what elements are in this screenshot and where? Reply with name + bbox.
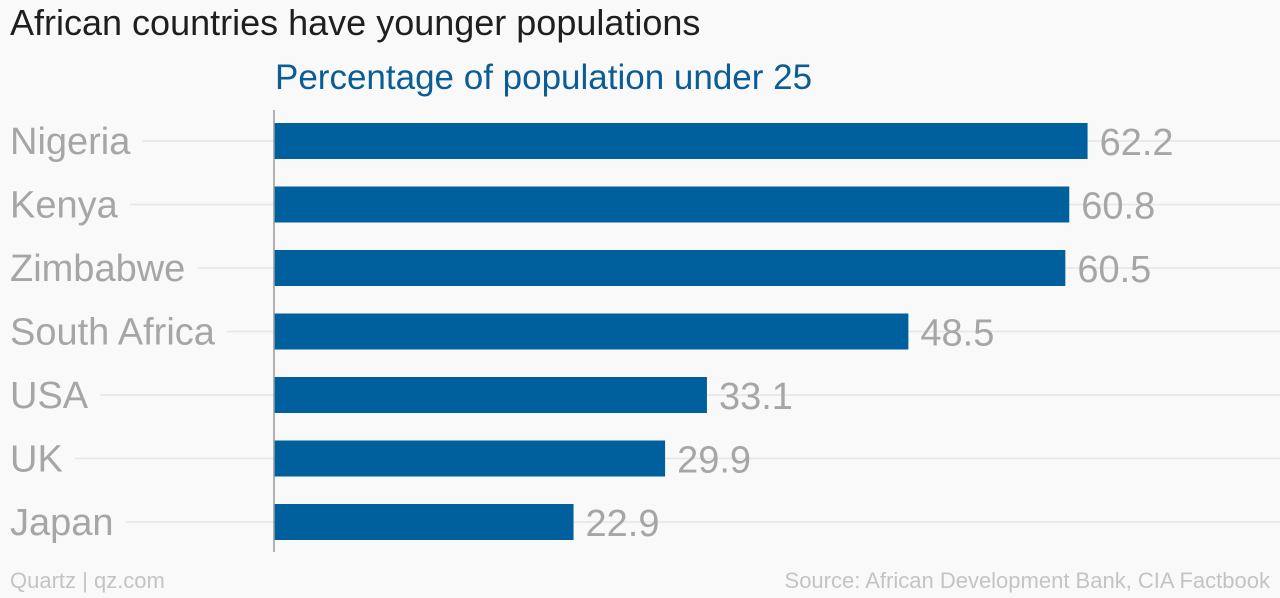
category-label: USA <box>10 375 89 417</box>
bar <box>274 123 1088 159</box>
chart-subtitle: Percentage of population under 25 <box>275 58 813 97</box>
bar <box>274 186 1070 223</box>
chart-title: African countries have younger populatio… <box>10 2 701 43</box>
value-label: 60.5 <box>1077 249 1151 291</box>
category-label: Zimbabwe <box>10 248 185 290</box>
bar <box>274 504 574 540</box>
source-text: Source: African Development Bank, CIA Fa… <box>784 568 1270 593</box>
value-label: 33.1 <box>719 376 793 418</box>
bar <box>274 440 666 477</box>
credit-text: Quartz | qz.com <box>10 568 165 593</box>
category-label: Kenya <box>10 185 119 227</box>
category-label: UK <box>10 439 63 481</box>
bar <box>274 377 707 413</box>
value-label: 48.5 <box>920 313 994 355</box>
bar <box>274 313 909 350</box>
category-label: Japan <box>10 502 114 544</box>
value-label: 62.2 <box>1100 122 1174 164</box>
category-label: Nigeria <box>10 121 131 163</box>
value-label: 60.8 <box>1081 186 1155 228</box>
bar <box>274 250 1066 286</box>
value-label: 22.9 <box>586 503 660 545</box>
category-label: South Africa <box>10 312 216 354</box>
value-label: 29.9 <box>677 440 751 482</box>
